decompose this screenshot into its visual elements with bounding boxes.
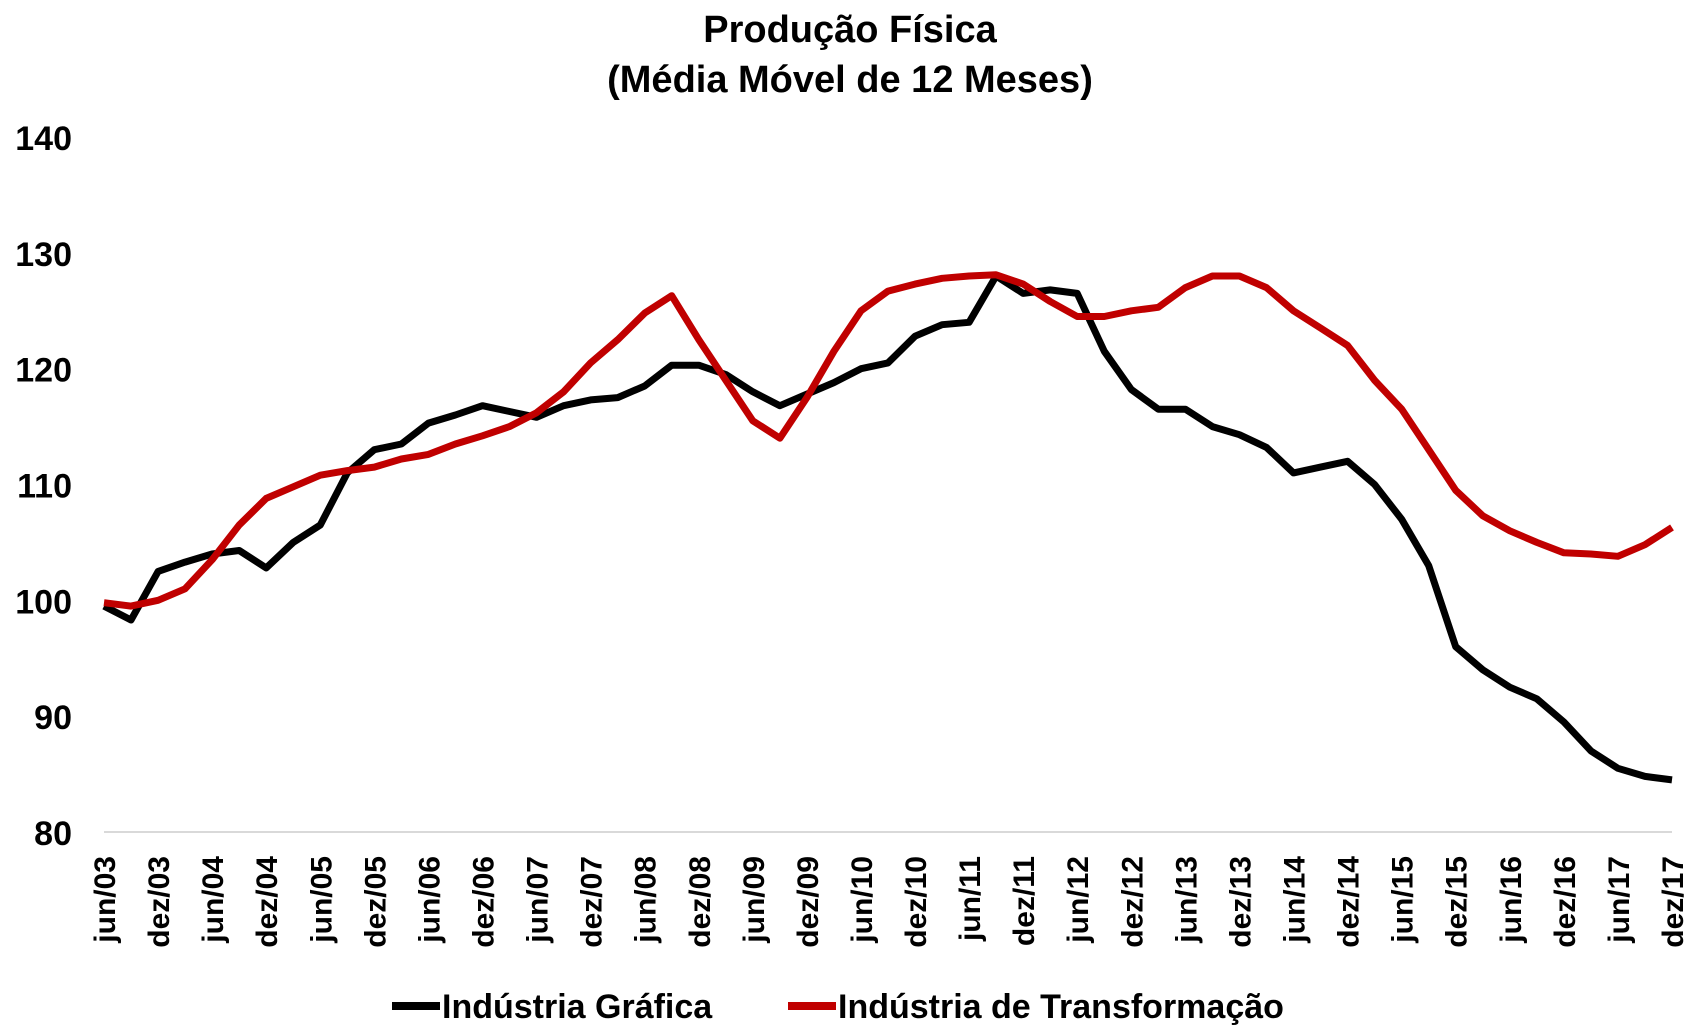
x-tick-label: dez/14 bbox=[1333, 856, 1366, 948]
series-line bbox=[103, 271, 1674, 610]
x-tick-label: dez/17 bbox=[1657, 856, 1688, 948]
x-tick-label: dez/10 bbox=[900, 856, 933, 948]
series-line bbox=[102, 272, 1673, 784]
x-tick-label: jun/03 bbox=[89, 856, 122, 944]
x-tick-label: jun/14 bbox=[1279, 856, 1312, 944]
y-tick-label: 100 bbox=[15, 583, 72, 621]
x-tick-label: dez/09 bbox=[792, 856, 825, 948]
chart-subtitle: (Média Móvel de 12 Meses) bbox=[607, 59, 1093, 101]
y-tick-label: 80 bbox=[34, 815, 72, 853]
x-tick-label: dez/04 bbox=[251, 856, 284, 948]
x-tick-label: jun/15 bbox=[1387, 856, 1420, 944]
y-tick-label: 110 bbox=[17, 468, 72, 506]
x-tick-label: jun/10 bbox=[846, 856, 879, 944]
x-tick-label: jun/16 bbox=[1495, 856, 1528, 944]
x-tick-label: jun/11 bbox=[954, 856, 987, 942]
y-tick-label: 140 bbox=[15, 120, 72, 158]
legend-label: Indústria Gráfica bbox=[442, 988, 713, 1025]
x-tick-label: jun/08 bbox=[630, 856, 663, 944]
x-tick-label: dez/06 bbox=[467, 856, 500, 948]
chart-title: Produção Física bbox=[703, 9, 997, 51]
y-tick-label: 90 bbox=[34, 699, 72, 737]
x-tick-label: jun/04 bbox=[197, 856, 230, 944]
y-tick-label: 120 bbox=[15, 352, 72, 390]
x-tick-label: dez/12 bbox=[1116, 856, 1149, 948]
x-tick-label: jun/12 bbox=[1062, 856, 1095, 944]
x-tick-label: jun/09 bbox=[738, 856, 771, 944]
x-tick-label: jun/13 bbox=[1170, 856, 1203, 944]
x-tick-label: dez/03 bbox=[143, 856, 176, 948]
x-tick-label: dez/15 bbox=[1441, 856, 1474, 948]
legend-label: Indústria de Transformação bbox=[838, 988, 1284, 1025]
x-tick-label: dez/13 bbox=[1224, 856, 1257, 948]
x-tick-label: jun/17 bbox=[1603, 856, 1636, 944]
x-tick-label: dez/11 bbox=[1008, 856, 1041, 946]
y-tick-label: 130 bbox=[15, 236, 72, 274]
x-tick-label: dez/08 bbox=[684, 856, 717, 948]
x-tick-label: dez/16 bbox=[1549, 856, 1582, 948]
x-tick-label: jun/05 bbox=[305, 856, 338, 944]
x-tick-label: jun/07 bbox=[522, 856, 555, 944]
x-tick-label: dez/05 bbox=[359, 856, 392, 948]
x-tick-label: jun/06 bbox=[413, 856, 446, 944]
x-tick-label: dez/07 bbox=[576, 856, 609, 948]
